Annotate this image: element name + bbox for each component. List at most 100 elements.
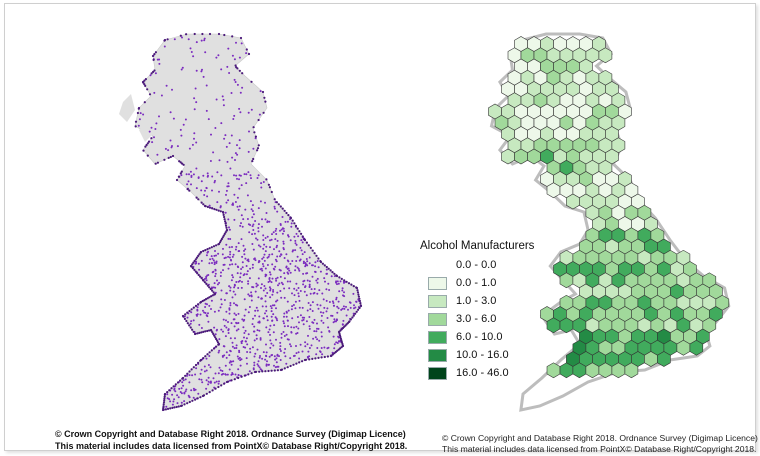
manufacturer-point: [185, 388, 188, 391]
manufacturer-point: [203, 299, 206, 302]
manufacturer-point: [206, 353, 209, 356]
manufacturer-point: [306, 279, 309, 282]
manufacturer-point: [353, 304, 355, 307]
manufacturer-point: [151, 54, 155, 58]
manufacturer-point: [225, 356, 228, 359]
manufacturer-point: [220, 373, 223, 376]
manufacturer-point: [217, 54, 220, 57]
manufacturer-point: [223, 232, 226, 235]
manufacturer-point: [295, 325, 298, 328]
manufacturer-point: [203, 194, 206, 196]
manufacturer-point: [332, 335, 335, 338]
manufacturer-point: [162, 403, 165, 406]
manufacturer-point: [208, 206, 212, 209]
manufacturer-point: [228, 263, 231, 266]
manufacturer-point: [184, 378, 187, 381]
manufacturer-point: [230, 322, 233, 325]
manufacturer-point: [210, 299, 213, 302]
manufacturer-point: [319, 311, 322, 314]
manufacturer-point: [308, 286, 311, 289]
manufacturer-point: [231, 345, 234, 348]
manufacturer-point: [211, 289, 214, 292]
manufacturer-point: [297, 292, 300, 295]
manufacturer-point: [220, 384, 223, 387]
manufacturer-point: [213, 292, 217, 296]
manufacturer-point: [193, 108, 196, 111]
manufacturer-point: [301, 235, 304, 238]
manufacturer-point: [310, 288, 313, 291]
manufacturer-point: [241, 340, 244, 342]
manufacturer-point: [227, 47, 230, 50]
manufacturer-point: [290, 345, 292, 348]
manufacturer-point: [308, 262, 311, 265]
manufacturer-point: [195, 167, 198, 170]
manufacturer-point: [229, 349, 232, 352]
manufacturer-point: [201, 68, 203, 71]
manufacturer-point: [306, 343, 309, 346]
manufacturer-point: [250, 294, 253, 297]
manufacturer-point: [295, 232, 298, 235]
manufacturer-point: [284, 220, 287, 223]
manufacturer-point: [296, 227, 299, 230]
manufacturer-point: [264, 201, 266, 204]
manufacturer-point: [225, 243, 228, 246]
manufacturer-point: [247, 333, 250, 336]
manufacturer-point: [234, 337, 236, 340]
manufacturer-point: [249, 347, 252, 350]
manufacturer-point: [275, 260, 278, 263]
manufacturer-point: [261, 370, 264, 373]
manufacturer-point: [257, 174, 260, 177]
manufacturer-point: [179, 172, 182, 175]
manufacturer-point: [163, 45, 166, 48]
manufacturer-point: [241, 318, 244, 321]
manufacturer-point: [258, 366, 261, 369]
manufacturer-point: [237, 242, 240, 245]
manufacturer-point: [211, 175, 214, 178]
manufacturer-point: [181, 36, 183, 39]
manufacturer-point: [166, 407, 170, 410]
manufacturer-point: [225, 380, 229, 384]
manufacturer-point: [194, 258, 197, 261]
manufacturer-point: [239, 276, 242, 279]
manufacturer-point: [228, 308, 231, 311]
manufacturer-point: [287, 260, 290, 263]
manufacturer-point: [273, 324, 276, 327]
manufacturer-point: [275, 357, 278, 360]
manufacturer-point: [281, 232, 284, 235]
manufacturer-point: [234, 152, 237, 155]
manufacturer-point: [254, 309, 257, 312]
manufacturer-point: [289, 343, 291, 346]
manufacturer-point: [177, 405, 180, 408]
manufacturer-point: [220, 289, 223, 292]
manufacturer-point: [222, 269, 224, 272]
manufacturer-point: [248, 231, 251, 234]
manufacturer-point: [172, 400, 175, 403]
manufacturer-point: [236, 205, 239, 208]
manufacturer-point: [201, 32, 204, 36]
manufacturer-point: [152, 58, 155, 62]
manufacturer-point: [323, 264, 326, 267]
manufacturer-point: [266, 264, 269, 266]
manufacturer-point: [247, 293, 250, 296]
manufacturer-point: [235, 329, 238, 332]
manufacturer-point: [322, 311, 325, 314]
manufacturer-point: [212, 377, 215, 380]
manufacturer-point: [235, 174, 238, 177]
manufacturer-point: [274, 238, 277, 241]
manufacturer-point: [341, 323, 344, 326]
manufacturer-point: [316, 338, 319, 341]
manufacturer-point: [203, 37, 206, 40]
manufacturer-point: [241, 280, 243, 283]
manufacturer-point: [206, 329, 209, 333]
manufacturer-point: [260, 297, 263, 300]
manufacturer-point: [142, 113, 145, 116]
manufacturer-point: [265, 178, 268, 181]
manufacturer-point: [295, 345, 297, 347]
manufacturer-point: [236, 196, 239, 199]
manufacturer-point: [296, 255, 299, 258]
manufacturer-point: [262, 256, 265, 259]
manufacturer-point: [137, 124, 140, 127]
manufacturer-point: [345, 280, 348, 283]
manufacturer-point: [316, 322, 318, 325]
manufacturer-point: [337, 348, 340, 351]
